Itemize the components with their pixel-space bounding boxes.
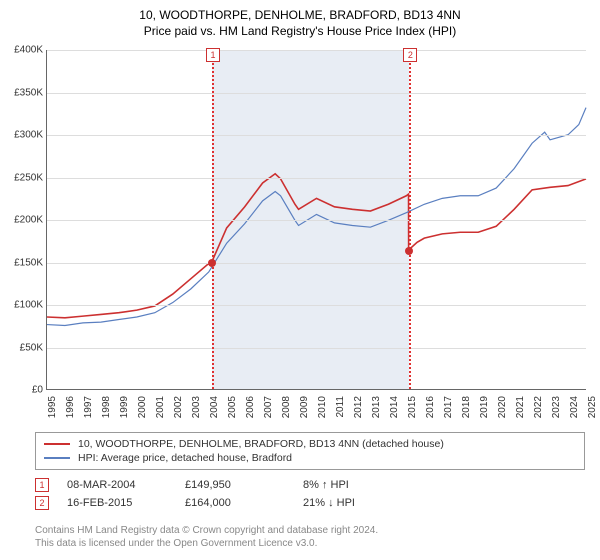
series-line-blue (47, 108, 586, 326)
x-axis-tick: 2009 (299, 396, 310, 418)
event-marker-label: 1 (206, 48, 220, 62)
x-axis-tick: 2003 (191, 396, 202, 418)
x-axis-tick: 2023 (551, 396, 562, 418)
event-marker-label: 2 (403, 48, 417, 62)
title-line2: Price paid vs. HM Land Registry's House … (0, 24, 600, 40)
transaction-row: 1 08-MAR-2004 £149,950 8% ↑ HPI (35, 476, 585, 494)
event-marker-dot (208, 259, 216, 267)
y-axis-tick: £0 (1, 385, 43, 396)
copyright-line2: This data is licensed under the Open Gov… (35, 537, 585, 550)
transaction-price: £164,000 (185, 497, 285, 509)
x-axis-tick: 2008 (281, 396, 292, 418)
x-axis-tick: 2001 (155, 396, 166, 418)
y-axis-tick: £200K (1, 215, 43, 226)
x-axis-tick: 2016 (425, 396, 436, 418)
x-axis-tick: 2019 (479, 396, 490, 418)
x-axis-tick: 2017 (443, 396, 454, 418)
copyright: Contains HM Land Registry data © Crown c… (35, 524, 585, 550)
transaction-marker: 2 (35, 496, 49, 510)
x-axis-tick: 2004 (209, 396, 220, 418)
chart-plot-area: £0£50K£100K£150K£200K£250K£300K£350K£400… (46, 50, 586, 390)
event-marker-dot (405, 247, 413, 255)
chart-legend: 10, WOODTHORPE, DENHOLME, BRADFORD, BD13… (35, 432, 585, 470)
x-axis-tick: 2000 (137, 396, 148, 418)
x-axis-tick: 2015 (407, 396, 418, 418)
x-axis-tick: 2021 (515, 396, 526, 418)
x-axis-tick: 1998 (101, 396, 112, 418)
legend-row-red: 10, WOODTHORPE, DENHOLME, BRADFORD, BD13… (44, 437, 576, 451)
x-axis-tick: 2006 (245, 396, 256, 418)
transaction-delta: 21% ↓ HPI (303, 497, 403, 509)
x-axis-tick: 2012 (353, 396, 364, 418)
x-axis-tick: 2014 (389, 396, 400, 418)
x-axis-tick: 2011 (335, 396, 346, 418)
x-axis-tick: 2020 (497, 396, 508, 418)
chart-title: 10, WOODTHORPE, DENHOLME, BRADFORD, BD13… (0, 0, 600, 39)
legend-row-blue: HPI: Average price, detached house, Brad… (44, 451, 576, 465)
x-axis-tick: 2018 (461, 396, 472, 418)
legend-swatch-blue (44, 457, 70, 459)
copyright-line1: Contains HM Land Registry data © Crown c… (35, 524, 585, 537)
x-axis-tick: 2013 (371, 396, 382, 418)
y-axis-tick: £150K (1, 257, 43, 268)
title-line1: 10, WOODTHORPE, DENHOLME, BRADFORD, BD13… (0, 8, 600, 24)
x-axis-tick: 2010 (317, 396, 328, 418)
x-axis-tick: 2025 (587, 396, 598, 418)
x-axis-tick: 1996 (65, 396, 76, 418)
x-axis-tick: 2002 (173, 396, 184, 418)
x-axis-tick: 2022 (533, 396, 544, 418)
legend-label-blue: HPI: Average price, detached house, Brad… (78, 452, 292, 464)
y-axis-tick: £250K (1, 172, 43, 183)
y-axis-tick: £100K (1, 300, 43, 311)
legend-swatch-red (44, 443, 70, 445)
transaction-marker: 1 (35, 478, 49, 492)
y-axis-tick: £350K (1, 87, 43, 98)
x-axis-tick: 1997 (83, 396, 94, 418)
y-axis-tick: £400K (1, 45, 43, 56)
transaction-price: £149,950 (185, 479, 285, 491)
transaction-date: 16-FEB-2015 (67, 497, 167, 509)
x-axis-tick: 1999 (119, 396, 130, 418)
x-axis-tick: 2024 (569, 396, 580, 418)
y-axis-tick: £300K (1, 130, 43, 141)
transaction-delta: 8% ↑ HPI (303, 479, 403, 491)
transaction-date: 08-MAR-2004 (67, 479, 167, 491)
x-axis-tick: 2007 (263, 396, 274, 418)
x-axis-tick: 2005 (227, 396, 238, 418)
legend-label-red: 10, WOODTHORPE, DENHOLME, BRADFORD, BD13… (78, 438, 444, 450)
x-axis-tick: 1995 (47, 396, 58, 418)
transaction-row: 2 16-FEB-2015 £164,000 21% ↓ HPI (35, 494, 585, 512)
y-axis-tick: £50K (1, 342, 43, 353)
series-line-red (47, 174, 586, 318)
event-vline (409, 50, 411, 389)
event-vline (212, 50, 214, 389)
transactions-table: 1 08-MAR-2004 £149,950 8% ↑ HPI 2 16-FEB-2015… (35, 476, 585, 512)
